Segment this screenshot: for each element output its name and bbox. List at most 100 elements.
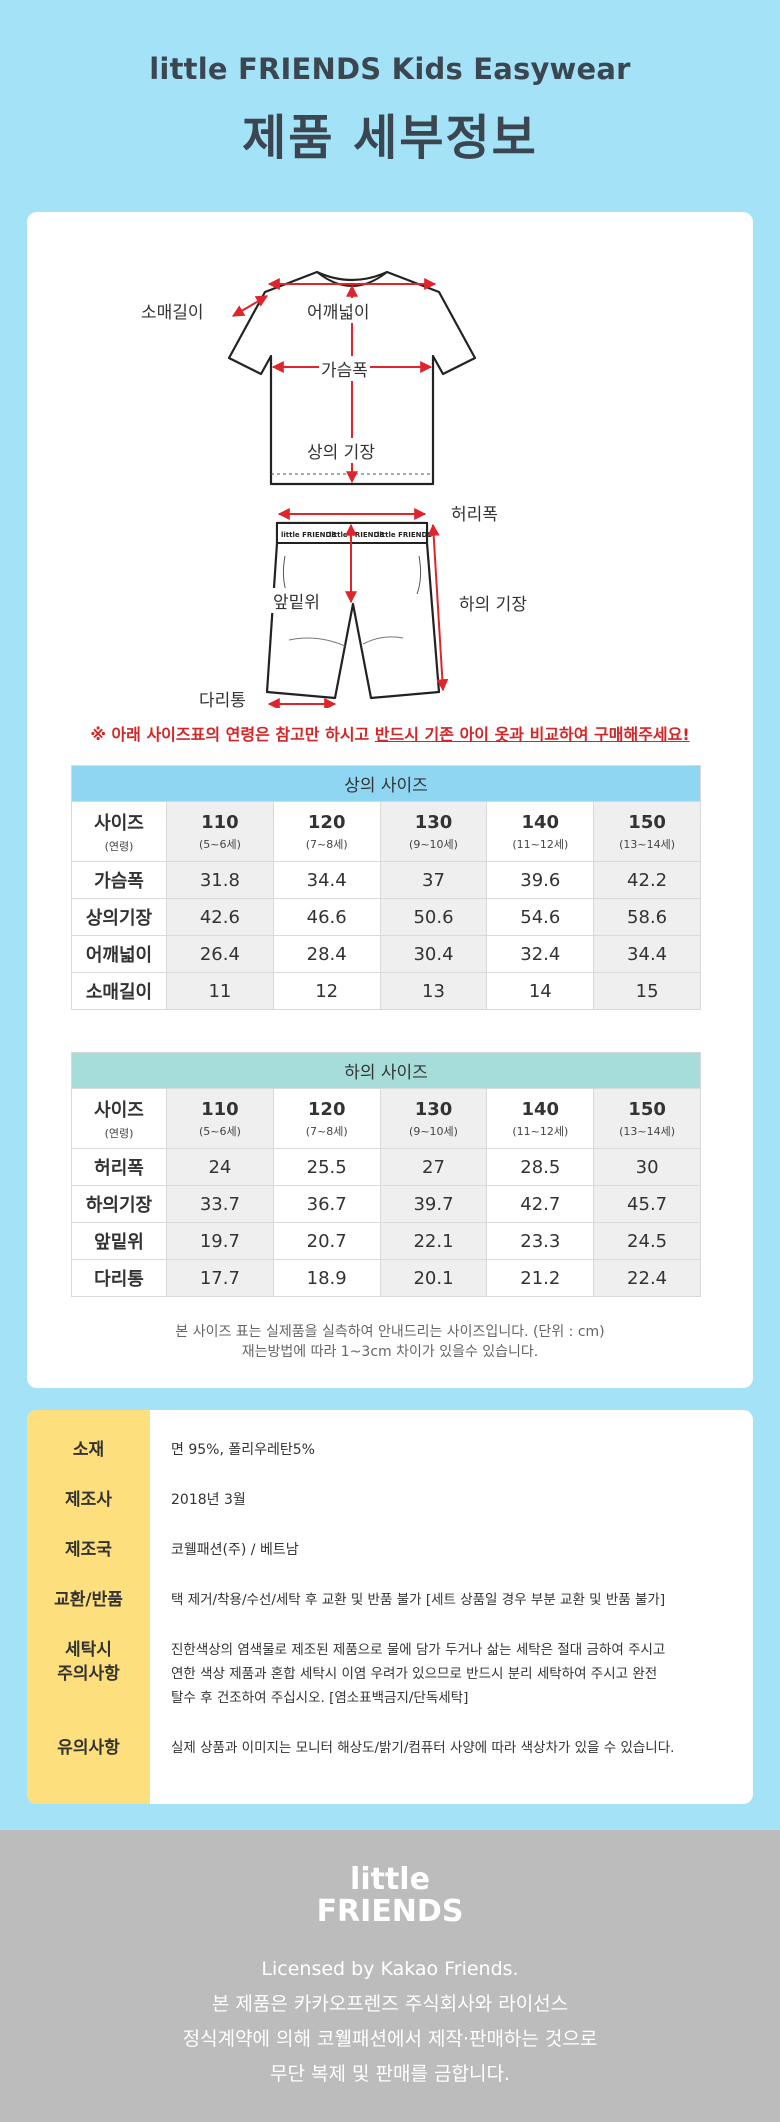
table-cell: 30 <box>593 1148 701 1186</box>
info-value: 면 95%, 폴리우레탄5% <box>171 1442 315 1458</box>
row-label: 어깨넓이 <box>71 935 167 973</box>
license-line: 무단 복제 및 판매를 금합니다. <box>270 2063 510 2085</box>
info-value: 진한색상의 염색물로 제조된 제품으로 물에 담가 두거나 삶는 세탁은 절대 … <box>171 1642 666 1706</box>
table-cell: 39.6 <box>486 861 595 899</box>
table-row: 어깨넓이 26.4 28.4 30.4 32.4 34.4 <box>71 935 701 973</box>
brand-title: little FRIENDS Kids Easywear <box>149 52 631 86</box>
table-cell: 30.4 <box>379 935 488 973</box>
table-cell: 23.3 <box>486 1222 595 1260</box>
row-label: 다리통 <box>71 1259 167 1297</box>
row-label: 소매길이 <box>71 972 167 1010</box>
table-cell: 34.4 <box>593 935 701 973</box>
table-cell: 32.4 <box>486 935 595 973</box>
table-cell: 24 <box>166 1148 274 1186</box>
table-cell: 20.7 <box>272 1222 381 1260</box>
table-cell: 37 <box>379 861 488 899</box>
little-friends-logo: little FRIENDS <box>316 1862 464 1929</box>
size-header-140: 140 (11~12세) <box>486 1088 595 1149</box>
bottom-table-caption: 하의 사이즈 <box>71 1052 701 1089</box>
top-size-table: 상의 사이즈 사이즈 (연령) 110 (5~6세) 120 (7~8세) 130 (9… <box>71 765 701 1010</box>
table-cell: 20.1 <box>379 1259 488 1297</box>
size-header-130: 130 (9~10세) <box>379 1088 488 1149</box>
table-cell: 58.6 <box>593 898 701 936</box>
table-cell: 28.4 <box>272 935 381 973</box>
table-cell: 34.4 <box>272 861 381 899</box>
table-row: 가슴폭 31.8 34.4 37 39.6 42.2 <box>71 861 701 899</box>
license-line: 정식계약에 의해 코웰패션에서 제작·판매하는 것으로 <box>182 2028 598 2050</box>
table-cell: 45.7 <box>593 1185 701 1223</box>
table-cell: 42.2 <box>593 861 701 899</box>
size-header-130: 130 (9~10세) <box>379 801 488 862</box>
size-header-110: 110 (5~6세) <box>166 801 274 862</box>
size-header-150: 150 (13~14세) <box>593 1088 701 1149</box>
table-cell: 42.7 <box>486 1185 595 1223</box>
notice-emphasis: 반드시 기존 아이 옷과 비교하여 구매해주세요! <box>374 725 690 744</box>
table-row: 소매길이 11 12 13 14 15 <box>71 972 701 1010</box>
row-label: 가슴폭 <box>71 861 167 899</box>
table-row: 앞밑위 19.7 20.7 22.1 23.3 24.5 <box>71 1222 701 1260</box>
table-cell: 28.5 <box>486 1148 595 1186</box>
info-label: 소재 <box>72 1440 105 1460</box>
table-cell: 26.4 <box>166 935 274 973</box>
table-cell: 12 <box>272 972 381 1010</box>
table-row: 다리통 17.7 18.9 20.1 21.2 22.4 <box>71 1259 701 1297</box>
label-leg: 다리통 <box>197 686 248 711</box>
label-shoulder: 어깨넓이 <box>305 298 372 323</box>
label-chest: 가슴폭 <box>319 356 370 381</box>
table-cell: 17.7 <box>166 1259 274 1297</box>
table-cell: 21.2 <box>486 1259 595 1297</box>
table-cell: 19.7 <box>166 1222 274 1260</box>
table-cell: 24.5 <box>593 1222 701 1260</box>
page-title: 제품 세부정보 <box>242 110 538 166</box>
table-header-row: 사이즈 (연령) 110 (5~6세) 120 (7~8세) 130 (9~10세) 1… <box>71 801 701 862</box>
label-bottom-length: 하의 기장 <box>457 590 529 615</box>
license-text: Licensed by Kakao Friends. 본 제품은 카카오프렌즈 … <box>0 1952 780 2092</box>
table-cell: 22.4 <box>593 1259 701 1297</box>
label-waist: 허리폭 <box>449 500 500 525</box>
table-cell: 31.8 <box>166 861 274 899</box>
info-label: 세탁시 주의사항 <box>57 1640 120 1684</box>
size-header-120: 120 (7~8세) <box>272 801 381 862</box>
table-cell: 54.6 <box>486 898 595 936</box>
table-cell: 18.9 <box>272 1259 381 1297</box>
label-sleeve: 소매길이 <box>139 298 206 323</box>
table-note-line: 본 사이즈 표는 실제품을 실측하여 안내드리는 사이즈입니다. (단위 : c… <box>175 1324 605 1340</box>
table-cell: 14 <box>486 972 595 1010</box>
size-header-140: 140 (11~12세) <box>486 801 595 862</box>
info-label: 제조국 <box>65 1540 112 1560</box>
table-header-row: 사이즈 (연령) 110 (5~6세) 120 (7~8세) 130 (9~10세) 1… <box>71 1088 701 1149</box>
garment-illustration: little FRIENDS little FRIENDS little FRI… <box>227 270 477 710</box>
license-line: 본 제품은 카카오프렌즈 주식회사와 라이선스 <box>211 1993 569 2015</box>
info-label-column <box>27 1410 150 1804</box>
info-label: 교환/반품 <box>54 1590 123 1610</box>
band-text-1: little FRIENDS <box>281 531 336 539</box>
size-card: little FRIENDS little FRIENDS little FRI… <box>27 212 753 1388</box>
table-cell: 42.6 <box>166 898 274 936</box>
table-cell: 15 <box>593 972 701 1010</box>
info-value: 택 제거/착용/수선/세탁 후 교환 및 반품 불가 [세트 상품일 경우 부분… <box>171 1592 666 1608</box>
label-rise: 앞밑위 <box>271 588 322 613</box>
info-value: 코웰패션(주) / 베트남 <box>171 1542 299 1558</box>
size-header-120: 120 (7~8세) <box>272 1088 381 1149</box>
table-cell: 11 <box>166 972 274 1010</box>
table-cell: 13 <box>379 972 488 1010</box>
row-label: 하의기장 <box>71 1185 167 1223</box>
row-label: 허리폭 <box>71 1148 167 1186</box>
header-cell: 사이즈 (연령) <box>71 1088 167 1149</box>
table-note-line: 재는방법에 따라 1~3cm 차이가 있을수 있습니다. <box>241 1344 539 1360</box>
header-cell: 사이즈 (연령) <box>71 801 167 862</box>
row-label: 앞밑위 <box>71 1222 167 1260</box>
size-header-110: 110 (5~6세) <box>166 1088 274 1149</box>
bottom-size-table: 하의 사이즈 사이즈 (연령) 110 (5~6세) 120 (7~8세) 130 (9… <box>71 1052 701 1297</box>
table-cell: 36.7 <box>272 1185 381 1223</box>
table-row: 하의기장 33.7 36.7 39.7 42.7 45.7 <box>71 1185 701 1223</box>
info-value: 2018년 3월 <box>171 1492 246 1508</box>
size-header-150: 150 (13~14세) <box>593 801 701 862</box>
size-notice: ※ 아래 사이즈표의 연령은 참고만 하시고 반드시 기존 아이 옷과 비교하여… <box>27 721 753 745</box>
top-table-caption: 상의 사이즈 <box>71 765 701 802</box>
table-cell: 33.7 <box>166 1185 274 1223</box>
garment-diagram: little FRIENDS little FRIENDS little FRI… <box>139 238 597 711</box>
product-info-card: 소재 면 95%, 폴리우레탄5% 제조사 2018년 3월 제조국 코웰패션(… <box>27 1410 753 1804</box>
row-label: 상의기장 <box>71 898 167 936</box>
table-cell: 46.6 <box>272 898 381 936</box>
